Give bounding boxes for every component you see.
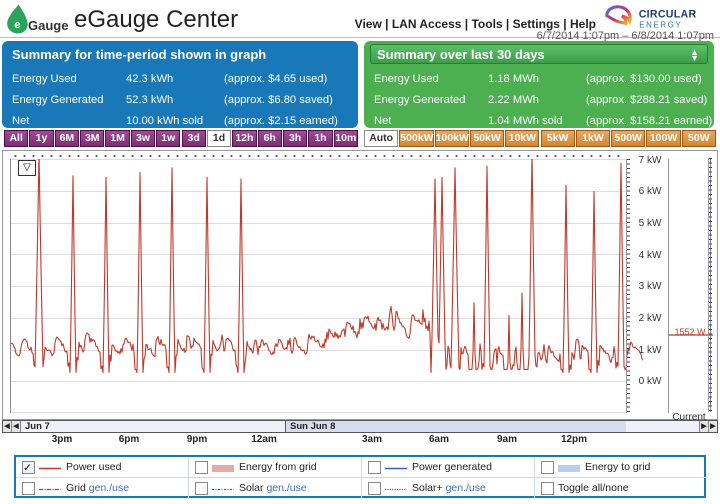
svg-text:ENERGY: ENERGY [639, 20, 682, 29]
svg-text:e: e [14, 19, 20, 31]
svg-text:CIRCULAR: CIRCULAR [639, 8, 697, 20]
